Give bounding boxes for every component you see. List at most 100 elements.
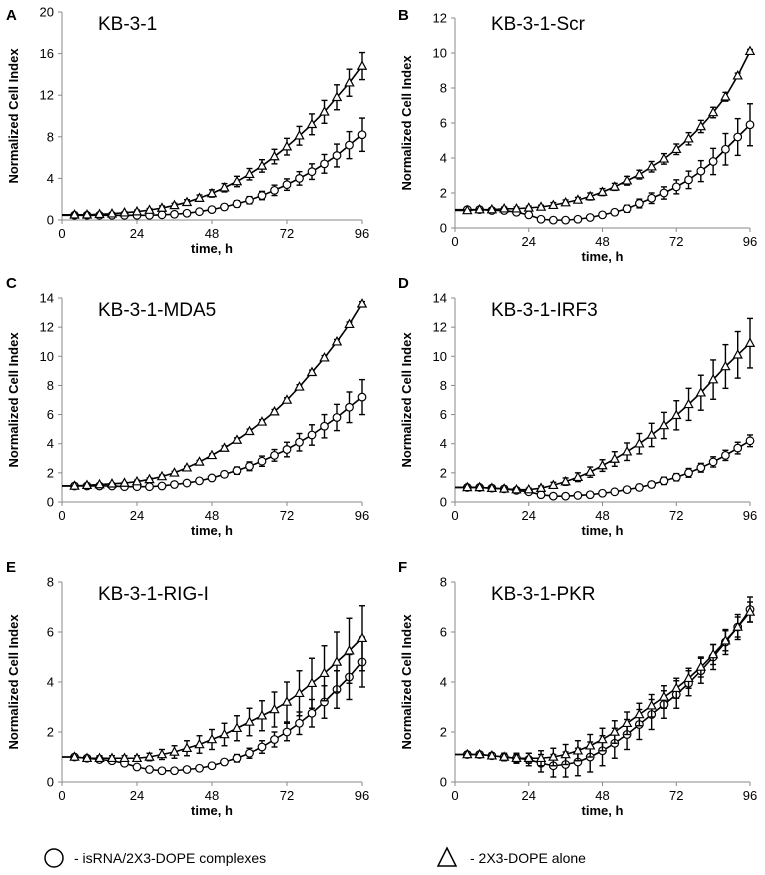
data-point	[119, 752, 130, 763]
data-point	[548, 751, 559, 761]
data-point	[357, 392, 367, 402]
data-point	[332, 151, 342, 160]
x-tick-label: 96	[355, 788, 369, 803]
data-point	[106, 752, 118, 763]
data-point	[256, 160, 268, 170]
panel-letter: D	[398, 275, 409, 292]
panel-title: KB-3-1-RIG-I	[98, 584, 209, 605]
data-point	[610, 207, 620, 217]
data-point	[207, 205, 217, 215]
data-point	[319, 106, 330, 116]
panel-title: KB-3-1-PKR	[491, 584, 596, 605]
y-tick-label: 8	[440, 378, 447, 393]
data-point	[634, 199, 644, 208]
data-point	[498, 751, 510, 761]
x-tick-label: 96	[743, 788, 757, 803]
data-point	[572, 744, 584, 755]
data-point	[307, 167, 317, 177]
y-tick-label: 2	[440, 725, 447, 740]
data-point	[220, 757, 229, 767]
data-point	[684, 468, 693, 478]
data-point	[119, 206, 130, 217]
x-tick-label: 48	[205, 788, 219, 803]
data-point	[156, 470, 168, 481]
data-point	[486, 749, 498, 760]
data-point	[306, 118, 318, 129]
data-point	[744, 45, 756, 56]
y-tick-label: 14	[40, 291, 54, 306]
data-point	[294, 687, 305, 698]
x-axis-label: time, h	[191, 241, 233, 256]
data-point	[523, 752, 534, 763]
data-point	[256, 416, 268, 426]
data-point	[695, 386, 707, 397]
panel-letter: B	[398, 7, 409, 24]
data-point	[156, 202, 168, 212]
data-point	[69, 209, 80, 219]
data-point	[535, 201, 547, 211]
data-point	[144, 751, 155, 761]
data-point	[634, 168, 645, 179]
y-tick-label: 12	[40, 88, 54, 103]
data-point	[269, 405, 280, 416]
data-point	[244, 425, 255, 436]
x-tick-label: 72	[280, 508, 294, 523]
data-point	[270, 735, 279, 744]
data-point	[720, 634, 731, 645]
panel-title: KB-3-1-MDA5	[98, 300, 216, 321]
legend-label-dope-alone: - 2X3-DOPE alone	[470, 850, 586, 866]
data-point	[319, 351, 330, 362]
data-point	[132, 762, 142, 772]
data-point	[597, 733, 608, 744]
data-point	[597, 186, 608, 196]
data-point	[345, 402, 354, 412]
data-point	[523, 483, 534, 494]
data-point	[548, 479, 559, 490]
data-point	[745, 120, 755, 130]
y-tick-label: 10	[433, 349, 447, 364]
y-tick-label: 0	[440, 775, 447, 790]
data-point	[721, 144, 730, 154]
data-point	[356, 298, 368, 308]
x-tick-label: 48	[205, 508, 219, 523]
data-point	[170, 480, 179, 489]
x-tick-label: 0	[58, 788, 65, 803]
data-point	[647, 480, 657, 489]
y-tick-label: 10	[40, 349, 54, 364]
data-point	[307, 430, 317, 440]
data-point	[320, 421, 329, 431]
data-point	[646, 699, 657, 710]
data-point	[584, 466, 596, 476]
x-axis-label: time, h	[582, 803, 624, 818]
x-tick-label: 24	[130, 508, 144, 523]
data-point	[573, 491, 583, 500]
data-point	[524, 210, 534, 220]
data-point	[270, 185, 279, 195]
data-point	[671, 182, 681, 192]
data-point	[294, 381, 305, 391]
y-tick-label: 12	[433, 11, 447, 26]
y-tick-label: 4	[440, 151, 447, 166]
data-point	[231, 722, 243, 733]
data-point	[634, 708, 645, 719]
data-point	[207, 473, 217, 483]
y-axis-label: Normalized Cell Index	[399, 614, 414, 750]
data-point	[695, 120, 707, 131]
series-line	[62, 134, 363, 217]
data-point	[745, 436, 755, 446]
data-point	[621, 717, 633, 728]
x-tick-label: 96	[355, 508, 369, 523]
series-complexes	[62, 117, 367, 220]
data-point	[131, 752, 143, 763]
data-point	[257, 456, 267, 466]
y-tick-label: 0	[440, 221, 447, 236]
data-point	[511, 752, 522, 763]
data-point	[181, 196, 193, 207]
data-point	[572, 471, 584, 482]
data-point	[744, 337, 756, 347]
data-point	[182, 765, 192, 774]
data-point	[536, 214, 546, 224]
x-axis-label: time, h	[582, 249, 624, 264]
data-point	[269, 703, 280, 714]
